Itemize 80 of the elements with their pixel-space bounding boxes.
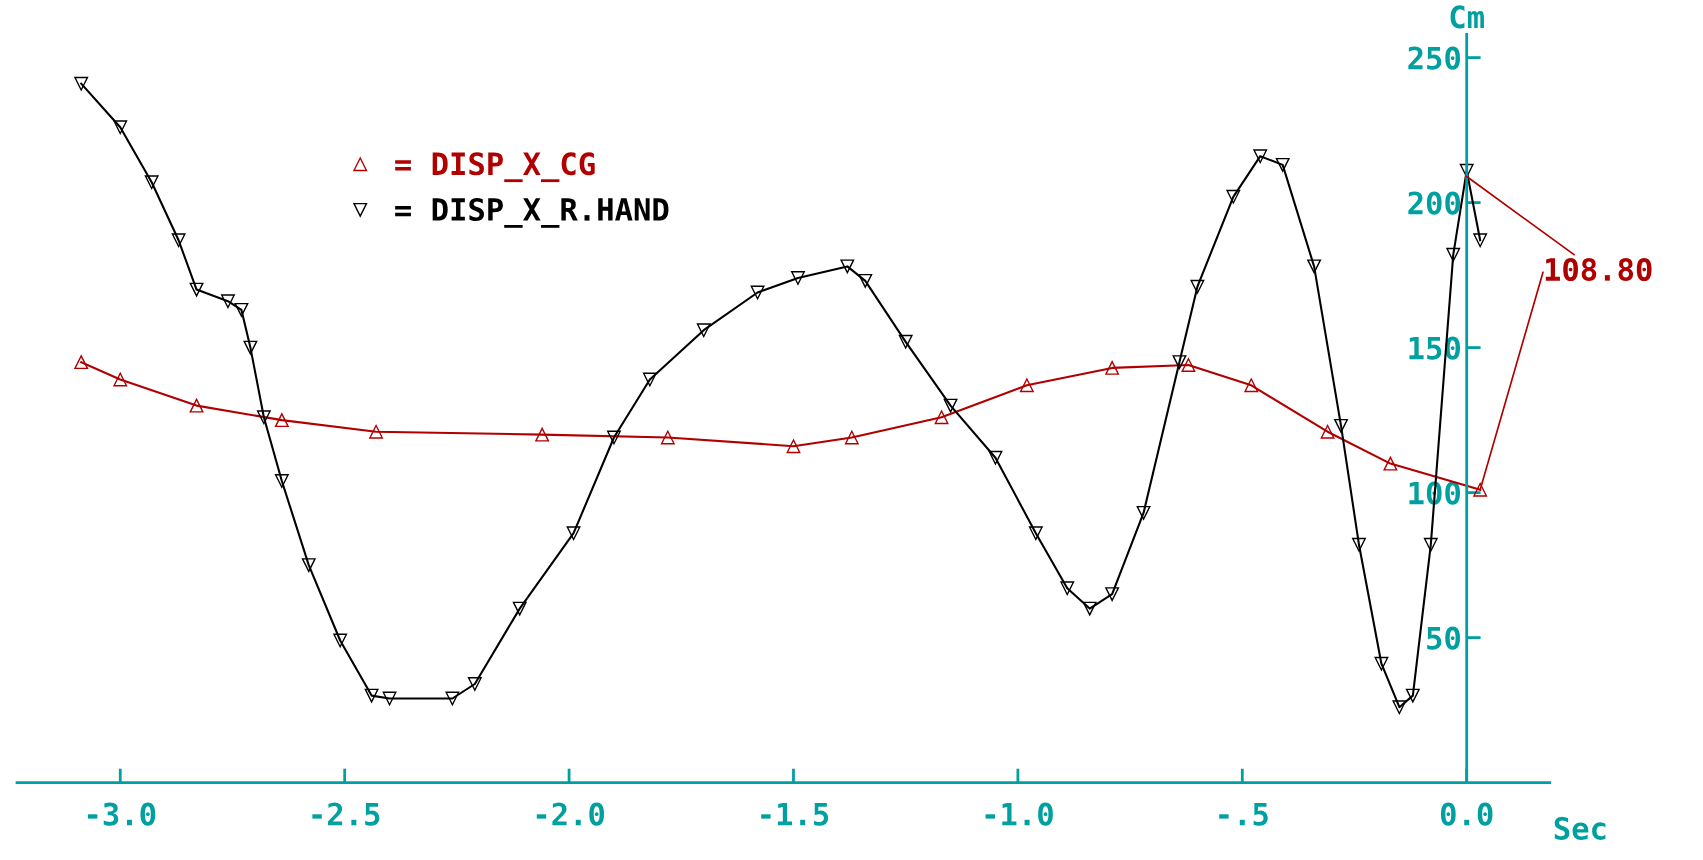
point [445, 691, 460, 706]
y-tick-label: 250 [1408, 46, 1461, 70]
point [642, 372, 657, 387]
point [74, 355, 89, 370]
point [113, 372, 128, 387]
point [234, 302, 249, 317]
point [364, 688, 379, 703]
point [1028, 526, 1043, 541]
point [1473, 233, 1488, 248]
annotation: 108.80 [1545, 257, 1652, 282]
legend-label: = DISP_X_CG [395, 152, 595, 183]
point [943, 398, 958, 413]
point [243, 340, 258, 355]
point [1446, 247, 1461, 262]
point [791, 271, 805, 285]
point [333, 633, 348, 648]
point [274, 413, 289, 428]
y-tick-label: 50 [1427, 626, 1461, 650]
point [1423, 537, 1438, 552]
point [274, 474, 289, 488]
point [566, 526, 581, 541]
point [1383, 456, 1398, 471]
point [113, 120, 128, 135]
point [1334, 418, 1348, 433]
x-tick-label: -2.0 [536, 802, 605, 826]
point [189, 282, 204, 297]
x-tick-label: -.5 [1219, 802, 1268, 826]
x-tick-label: -1.0 [985, 802, 1053, 826]
point [1105, 587, 1120, 602]
point [750, 285, 765, 300]
x-tick-label: -3.0 [87, 802, 156, 826]
y-axis-title: Cm [1450, 5, 1484, 29]
point [74, 76, 89, 91]
point [844, 430, 859, 445]
x-tick-label: -2.5 [312, 802, 380, 826]
point [512, 601, 527, 616]
point [858, 273, 873, 288]
point [382, 691, 397, 706]
point [1374, 656, 1389, 671]
point [1405, 688, 1420, 703]
point [221, 294, 235, 309]
point [535, 427, 550, 442]
point [1253, 149, 1268, 164]
point [1226, 189, 1241, 204]
point [607, 430, 621, 445]
x-tick-label: -1.5 [761, 802, 829, 826]
point [786, 439, 801, 454]
point [189, 398, 204, 413]
point [1181, 358, 1196, 372]
point [1082, 601, 1097, 616]
point [1190, 279, 1205, 294]
point [696, 323, 711, 338]
x-tick-label: 0.0 [1440, 802, 1493, 826]
point [1307, 259, 1322, 274]
point [369, 424, 384, 439]
point [1060, 581, 1075, 596]
x-axis-title: Sec [1554, 816, 1606, 840]
point [467, 677, 482, 691]
point [1105, 360, 1120, 375]
point [1320, 424, 1335, 439]
point [840, 259, 855, 274]
point [988, 450, 1003, 465]
point [1392, 700, 1407, 715]
point [1473, 482, 1488, 497]
point [1459, 163, 1474, 178]
point [1136, 505, 1151, 520]
point [301, 558, 316, 573]
point [1019, 378, 1034, 393]
point [256, 410, 271, 425]
legend-label: = DISP_X_R.HAND [395, 197, 669, 228]
point [1275, 157, 1290, 172]
point [144, 175, 159, 190]
point [934, 410, 949, 425]
point [898, 334, 913, 349]
point [1244, 378, 1259, 393]
point [1352, 537, 1366, 552]
point [1172, 355, 1187, 370]
y-tick-label: 200 [1408, 191, 1461, 215]
point [171, 233, 186, 248]
point [660, 430, 675, 445]
